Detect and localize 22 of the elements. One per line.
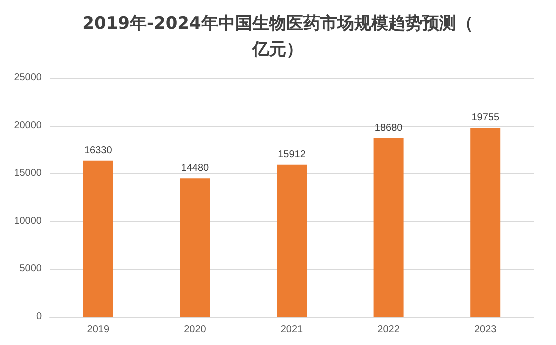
x-tick-label: 2022 — [378, 324, 400, 336]
data-label: 14480 — [181, 163, 210, 174]
y-tick-label: 0 — [36, 312, 42, 322]
x-tick-label: 2019 — [87, 324, 110, 336]
y-tick-label: 25000 — [14, 72, 42, 84]
x-tick-label: 2020 — [184, 324, 207, 336]
y-tick-label: 10000 — [14, 216, 42, 227]
data-label: 18680 — [374, 122, 404, 134]
chart-title: 2019年-2024年中国生物医药市场规模趋势预测（亿元） — [82, 14, 474, 60]
x-tick-label: 2021 — [280, 324, 304, 336]
bar — [374, 138, 404, 317]
bar — [83, 160, 114, 317]
bar — [277, 164, 307, 317]
data-label: 19755 — [472, 112, 500, 124]
y-tick-label: 15000 — [14, 168, 42, 180]
data-label: 15912 — [278, 149, 306, 160]
x-tick-label: 2023 — [474, 324, 498, 336]
y-tick-label: 20000 — [14, 120, 42, 132]
y-tick-label: 5000 — [20, 264, 42, 275]
bar — [470, 128, 501, 317]
bar — [180, 178, 210, 317]
data-label: 16330 — [84, 145, 113, 156]
